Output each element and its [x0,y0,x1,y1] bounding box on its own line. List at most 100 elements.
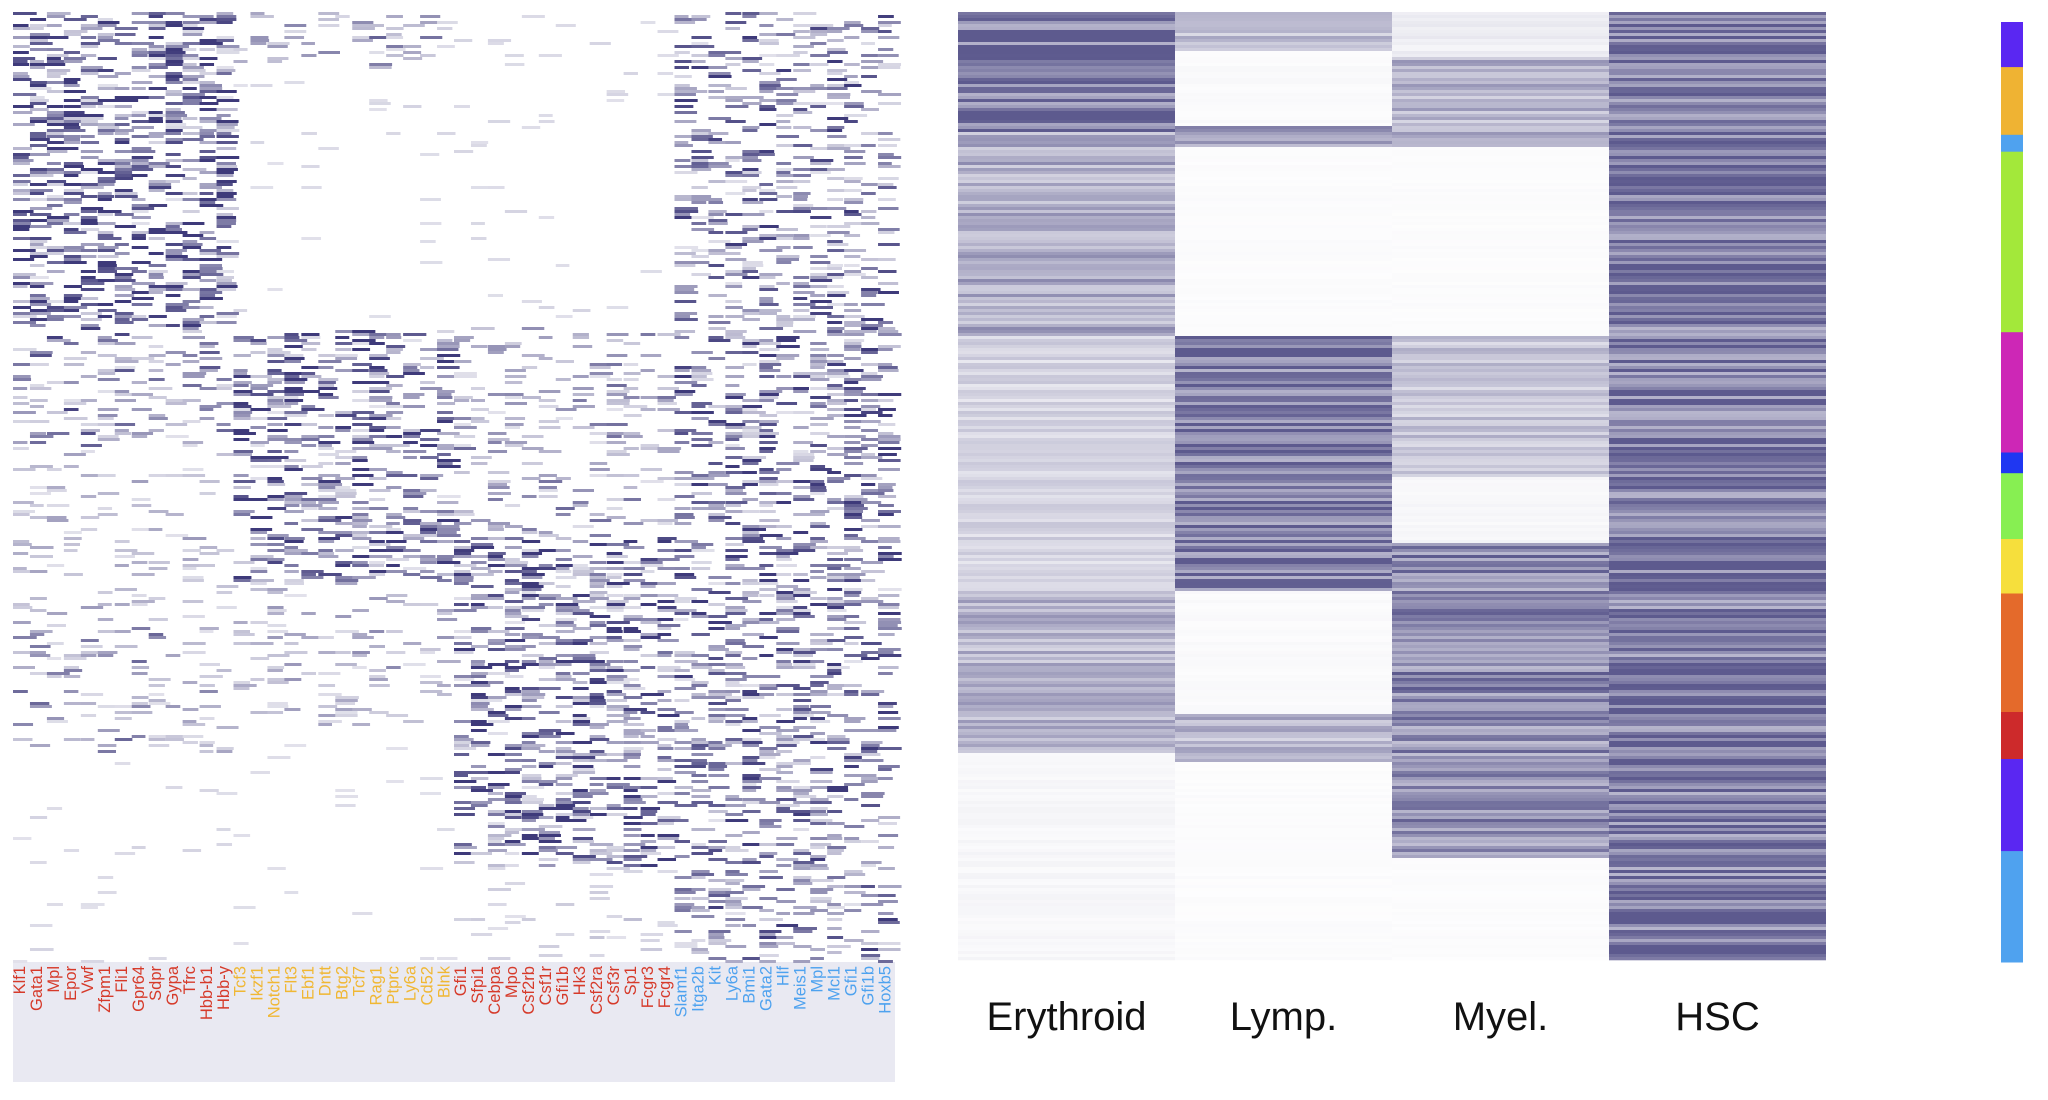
heatmap-cell [199,270,220,273]
lineage-cell [958,621,1175,625]
lineage-cell [1392,873,1609,877]
lineage-cell [1392,792,1609,796]
heatmap-cell [674,600,691,603]
heatmap-cell [420,54,436,57]
lineage-cell [1392,864,1609,868]
heatmap-cell [335,495,356,498]
heatmap-cell [369,531,392,534]
heatmap-cell [437,558,453,561]
lineage-cell [958,42,1175,46]
heatmap-cell [861,597,879,600]
lineage-cell [1175,111,1392,115]
lineage-cell [1609,426,1826,430]
heatmap-cell [301,504,323,507]
heatmap-cell [46,807,63,810]
heatmap-cell [606,333,629,336]
heatmap-cell [13,180,31,183]
heatmap-cell [131,210,149,213]
heatmap-cell [13,273,36,276]
heatmap-cell [46,90,65,93]
heatmap-cell [97,591,113,594]
heatmap-cell [182,117,198,120]
heatmap-cell [80,318,102,321]
heatmap-cell [182,600,204,603]
heatmap-cell [352,651,370,654]
heatmap-cell [725,897,748,900]
heatmap-cell [437,513,458,516]
heatmap-cell [13,510,36,513]
heatmap-cell [691,492,713,495]
heatmap-cell [521,693,546,696]
heatmap-cell [725,639,745,642]
lineage-cell [1392,465,1609,469]
heatmap-cell [844,717,866,720]
lineage-cell [1175,228,1392,232]
heatmap-cell [810,786,834,789]
lineage-cell [1175,483,1392,487]
lineage-cell [1175,813,1392,817]
heatmap-cell [844,177,863,180]
heatmap-cell [29,27,44,30]
lineage-cell [1175,915,1392,919]
heatmap-cell [589,573,606,576]
heatmap-cell [657,609,676,612]
lineage-cell [1175,45,1392,49]
heatmap-cell [827,822,845,825]
heatmap-cell [657,408,680,411]
heatmap-cell [657,834,680,837]
lineage-cell [958,888,1175,892]
heatmap-cell [572,426,595,429]
heatmap-cell [216,207,239,210]
heatmap-cell [80,135,95,138]
lineage-cell [1392,429,1609,433]
heatmap-cell [250,186,274,189]
heatmap-cell [131,147,152,150]
heatmap-cell [538,489,558,492]
heatmap-cell [420,675,441,678]
heatmap-cell [29,219,48,222]
heatmap-cell [199,705,221,708]
heatmap-cell [878,588,902,591]
heatmap-cell [80,114,104,117]
heatmap-cell [182,360,200,363]
heatmap-cell [691,138,709,141]
heatmap-cell [216,96,234,99]
heatmap-cell [691,135,713,138]
heatmap-cell [827,735,846,738]
heatmap-cell [640,948,663,951]
heatmap-cell [335,489,357,492]
heatmap-cell [725,651,743,654]
heatmap-cell [674,300,697,303]
heatmap-cell [420,570,435,573]
heatmap-cell [267,678,288,681]
lineage-cell [1175,666,1392,670]
lineage-cell [1175,645,1392,649]
heatmap-cell [742,213,765,216]
heatmap-cell [878,867,895,870]
heatmap-cell [674,804,698,807]
heatmap-cell [810,717,825,720]
heatmap-cell [742,600,762,603]
lineage-cell [958,93,1175,97]
lineage-cell [1175,48,1392,52]
heatmap-cell [623,828,642,831]
heatmap-cell [861,75,877,78]
heatmap-cell [13,219,33,222]
heatmap-cell [216,747,234,750]
heatmap-cell [793,108,808,111]
lineage-cell [1609,276,1826,280]
heatmap-cell [725,192,746,195]
lineage-cell [1175,18,1392,22]
heatmap-cell [369,678,388,681]
heatmap-cell [301,435,324,438]
heatmap-cell [148,324,166,327]
heatmap-cell [63,381,79,384]
heatmap-cell [470,699,493,702]
heatmap-cell [793,291,815,294]
heatmap-cell [776,609,795,612]
heatmap-cell [725,27,741,30]
gene-label: Fli1 [113,966,131,993]
heatmap-cell [742,906,763,909]
heatmap-cell [555,24,576,27]
lineage-cell [1175,372,1392,376]
